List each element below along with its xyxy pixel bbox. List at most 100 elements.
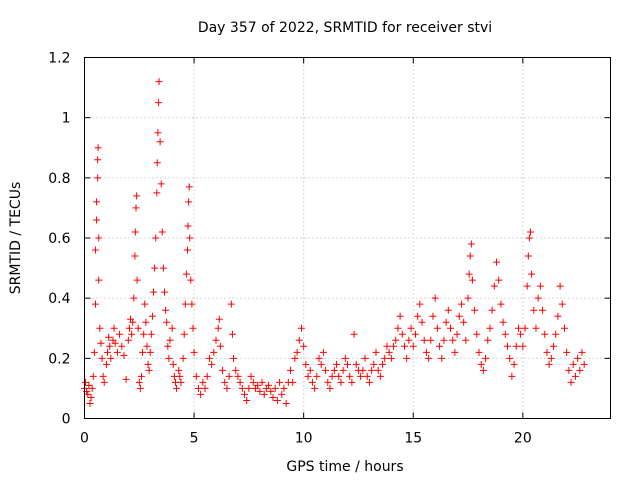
data-point bbox=[477, 360, 485, 368]
data-point bbox=[189, 324, 197, 332]
data-point bbox=[111, 339, 119, 347]
data-point bbox=[210, 348, 218, 356]
data-point bbox=[493, 258, 501, 266]
data-point bbox=[214, 324, 222, 332]
data-point bbox=[361, 354, 369, 362]
data-point bbox=[185, 198, 193, 206]
data-point bbox=[409, 342, 417, 350]
data-point bbox=[499, 318, 507, 326]
data-point bbox=[184, 246, 192, 254]
data-point bbox=[287, 366, 295, 374]
data-point bbox=[453, 330, 461, 338]
data-point bbox=[322, 366, 330, 374]
y-tick-label: 0 bbox=[62, 412, 71, 428]
data-point bbox=[232, 366, 240, 374]
data-point bbox=[227, 300, 235, 308]
data-point bbox=[91, 300, 99, 308]
data-point bbox=[201, 384, 209, 392]
data-point bbox=[319, 348, 327, 356]
data-point bbox=[304, 372, 312, 380]
data-point bbox=[512, 342, 520, 350]
data-point bbox=[91, 246, 99, 254]
data-point bbox=[436, 342, 444, 350]
data-point bbox=[223, 384, 231, 392]
data-point bbox=[131, 228, 139, 236]
data-point bbox=[473, 330, 481, 338]
data-point bbox=[265, 381, 273, 389]
data-point bbox=[142, 318, 150, 326]
data-point bbox=[130, 294, 138, 302]
y-axis-label: SRMTID / TECUs bbox=[8, 182, 24, 295]
x-tick-label: 10 bbox=[295, 431, 313, 447]
data-point bbox=[173, 384, 181, 392]
data-point bbox=[368, 366, 376, 374]
data-point bbox=[490, 282, 498, 290]
data-point bbox=[390, 342, 398, 350]
data-point bbox=[525, 234, 533, 242]
data-point bbox=[88, 384, 96, 392]
data-point bbox=[495, 276, 503, 284]
data-point bbox=[238, 384, 246, 392]
data-point bbox=[141, 300, 149, 308]
data-point bbox=[339, 366, 347, 374]
data-point bbox=[374, 366, 382, 374]
data-point bbox=[465, 270, 473, 278]
data-point bbox=[514, 324, 522, 332]
data-point bbox=[326, 384, 334, 392]
data-point bbox=[350, 330, 358, 338]
data-point bbox=[550, 342, 558, 350]
data-point bbox=[212, 336, 220, 344]
data-point bbox=[254, 381, 262, 389]
data-point bbox=[508, 372, 516, 380]
data-point bbox=[365, 378, 373, 386]
data-point bbox=[120, 351, 128, 359]
data-point bbox=[160, 288, 168, 296]
data-point bbox=[482, 354, 490, 362]
data-point bbox=[85, 381, 93, 389]
data-point bbox=[501, 330, 509, 338]
data-point bbox=[302, 360, 310, 368]
data-point bbox=[168, 324, 176, 332]
y-tick-label: 0.6 bbox=[48, 231, 70, 247]
data-point bbox=[328, 372, 336, 380]
data-point bbox=[194, 384, 202, 392]
data-point bbox=[532, 324, 540, 332]
data-point bbox=[102, 360, 110, 368]
data-point bbox=[580, 360, 588, 368]
data-point bbox=[175, 366, 183, 374]
y-tick-label: 0.8 bbox=[48, 171, 70, 187]
data-point bbox=[344, 360, 351, 368]
data-point bbox=[565, 366, 573, 374]
data-point bbox=[158, 228, 166, 236]
data-point bbox=[431, 294, 439, 302]
data-point bbox=[442, 318, 450, 326]
data-point bbox=[157, 180, 165, 188]
data-point bbox=[185, 183, 193, 191]
data-point bbox=[148, 312, 156, 320]
data-point bbox=[152, 234, 160, 242]
data-point bbox=[460, 318, 468, 326]
data-point bbox=[90, 348, 98, 356]
data-point bbox=[129, 318, 137, 326]
data-point bbox=[308, 378, 316, 386]
data-point bbox=[414, 312, 422, 320]
data-point bbox=[348, 378, 356, 386]
data-point bbox=[137, 372, 145, 380]
data-point bbox=[249, 378, 257, 386]
data-point bbox=[236, 378, 244, 386]
data-point bbox=[95, 276, 103, 284]
data-point bbox=[547, 354, 555, 362]
data-point bbox=[317, 360, 325, 368]
data-point bbox=[215, 315, 223, 323]
data-point bbox=[510, 360, 518, 368]
data-point bbox=[427, 336, 435, 344]
data-point bbox=[116, 330, 124, 338]
data-point bbox=[543, 348, 551, 356]
data-point bbox=[521, 324, 529, 332]
data-point bbox=[203, 372, 211, 380]
data-point bbox=[153, 189, 161, 197]
data-point bbox=[176, 372, 184, 380]
data-point bbox=[574, 354, 582, 362]
